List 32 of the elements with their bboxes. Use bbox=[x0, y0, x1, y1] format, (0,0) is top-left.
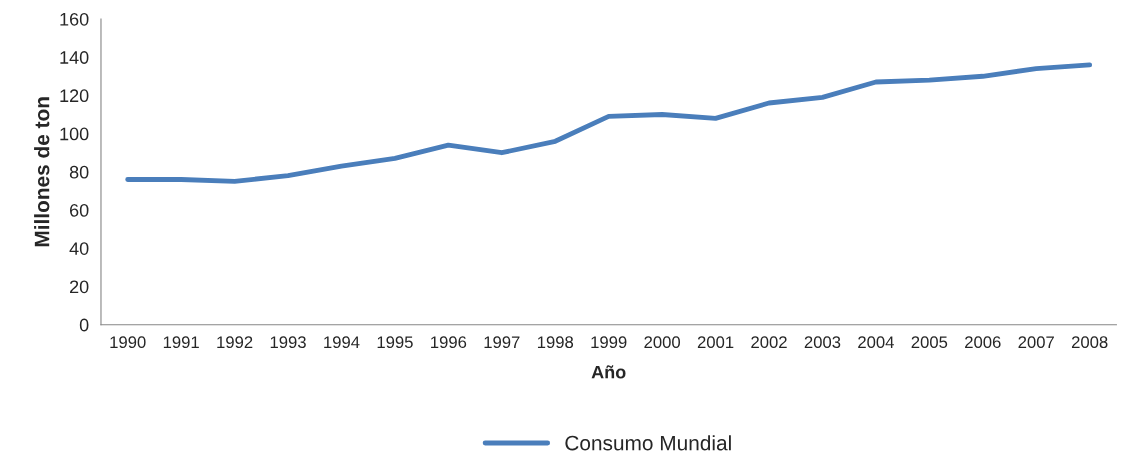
x-tick-label: 1997 bbox=[484, 336, 520, 349]
x-tick-label: 2004 bbox=[858, 336, 894, 349]
x-axis-title: Año bbox=[591, 365, 626, 379]
x-tick-label: 1993 bbox=[270, 336, 306, 349]
x-tick-label: 1990 bbox=[110, 336, 146, 349]
x-tick-label: 1992 bbox=[217, 336, 253, 349]
y-tick-label: 100 bbox=[60, 127, 89, 141]
y-tick-label: 60 bbox=[70, 203, 89, 217]
y-tick-label: 20 bbox=[70, 280, 89, 294]
x-tick-label: 1991 bbox=[163, 336, 199, 349]
y-tick-label: 160 bbox=[60, 12, 89, 26]
y-tick-label: 40 bbox=[69, 242, 89, 255]
y-tick-label: 120 bbox=[60, 89, 89, 103]
legend-label: Consumo Mundial bbox=[565, 435, 731, 451]
y-tick-label: 140 bbox=[60, 51, 89, 64]
x-tick-label: 2002 bbox=[751, 336, 787, 349]
x-tick-label: 2008 bbox=[1071, 336, 1108, 349]
x-tick-label: 1996 bbox=[431, 336, 467, 349]
x-tick-label: 1999 bbox=[591, 336, 627, 349]
x-tick-label: 1994 bbox=[324, 336, 360, 349]
x-tick-label: 2006 bbox=[965, 336, 1001, 349]
y-tick-label: 80 bbox=[69, 165, 89, 179]
x-tick-label: 1995 bbox=[377, 336, 413, 349]
line-series bbox=[125, 62, 1093, 184]
x-tick-label: 2005 bbox=[911, 336, 948, 349]
x-tick-label: 2007 bbox=[1018, 336, 1054, 349]
y-axis-title: Millones de ton bbox=[34, 97, 50, 247]
x-tick-label: 2003 bbox=[804, 336, 841, 349]
x-tick-label: 2001 bbox=[697, 336, 734, 349]
x-tick-label: 1998 bbox=[537, 336, 574, 349]
x-tick-label: 2000 bbox=[644, 336, 681, 349]
y-tick-label: 0 bbox=[79, 318, 89, 332]
